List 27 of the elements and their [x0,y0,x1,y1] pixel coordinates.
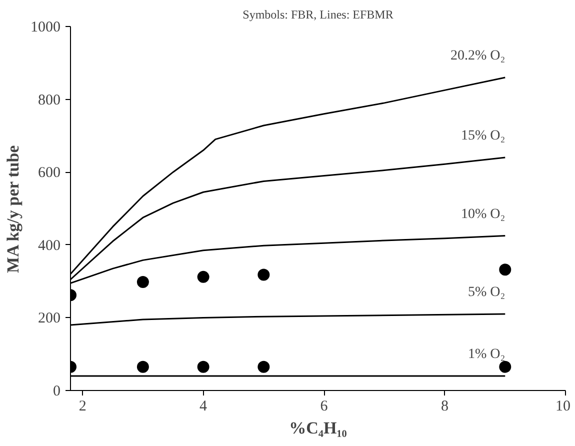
series-label: 20.2% O₂ [450,48,506,64]
x-tick-label: 10 [556,398,570,414]
y-tick-label: 800 [38,92,60,108]
point [258,268,270,281]
point [197,360,210,373]
point [499,360,512,373]
x-tick-label: 8 [441,398,449,414]
x-tick-label: 2 [78,398,86,414]
y-tick-label: 400 [38,238,60,254]
series-label: 10% O₂ [460,206,506,222]
x-tick-label: 6 [320,398,328,414]
x-axis-title: %C₄H₁₀ [289,418,347,438]
chart-title: Symbols: FBR, Lines: EFBMR [242,8,394,22]
y-tick-label: 600 [38,165,60,182]
point [499,264,512,276]
series-label: 15% O₂ [460,128,506,144]
point [258,360,270,373]
y-axis-title: MA kg/y per tube [4,144,22,273]
y-tick-label: 200 [38,310,60,327]
y-tick-label: 0 [53,384,60,400]
series-label: 5% O₂ [468,285,506,300]
x-tick-label: 4 [200,398,208,414]
series-label: 1% O₂ [468,346,506,362]
point [136,276,149,288]
point [197,270,210,283]
point [136,360,149,373]
y-tick-label: 1000 [30,20,60,36]
